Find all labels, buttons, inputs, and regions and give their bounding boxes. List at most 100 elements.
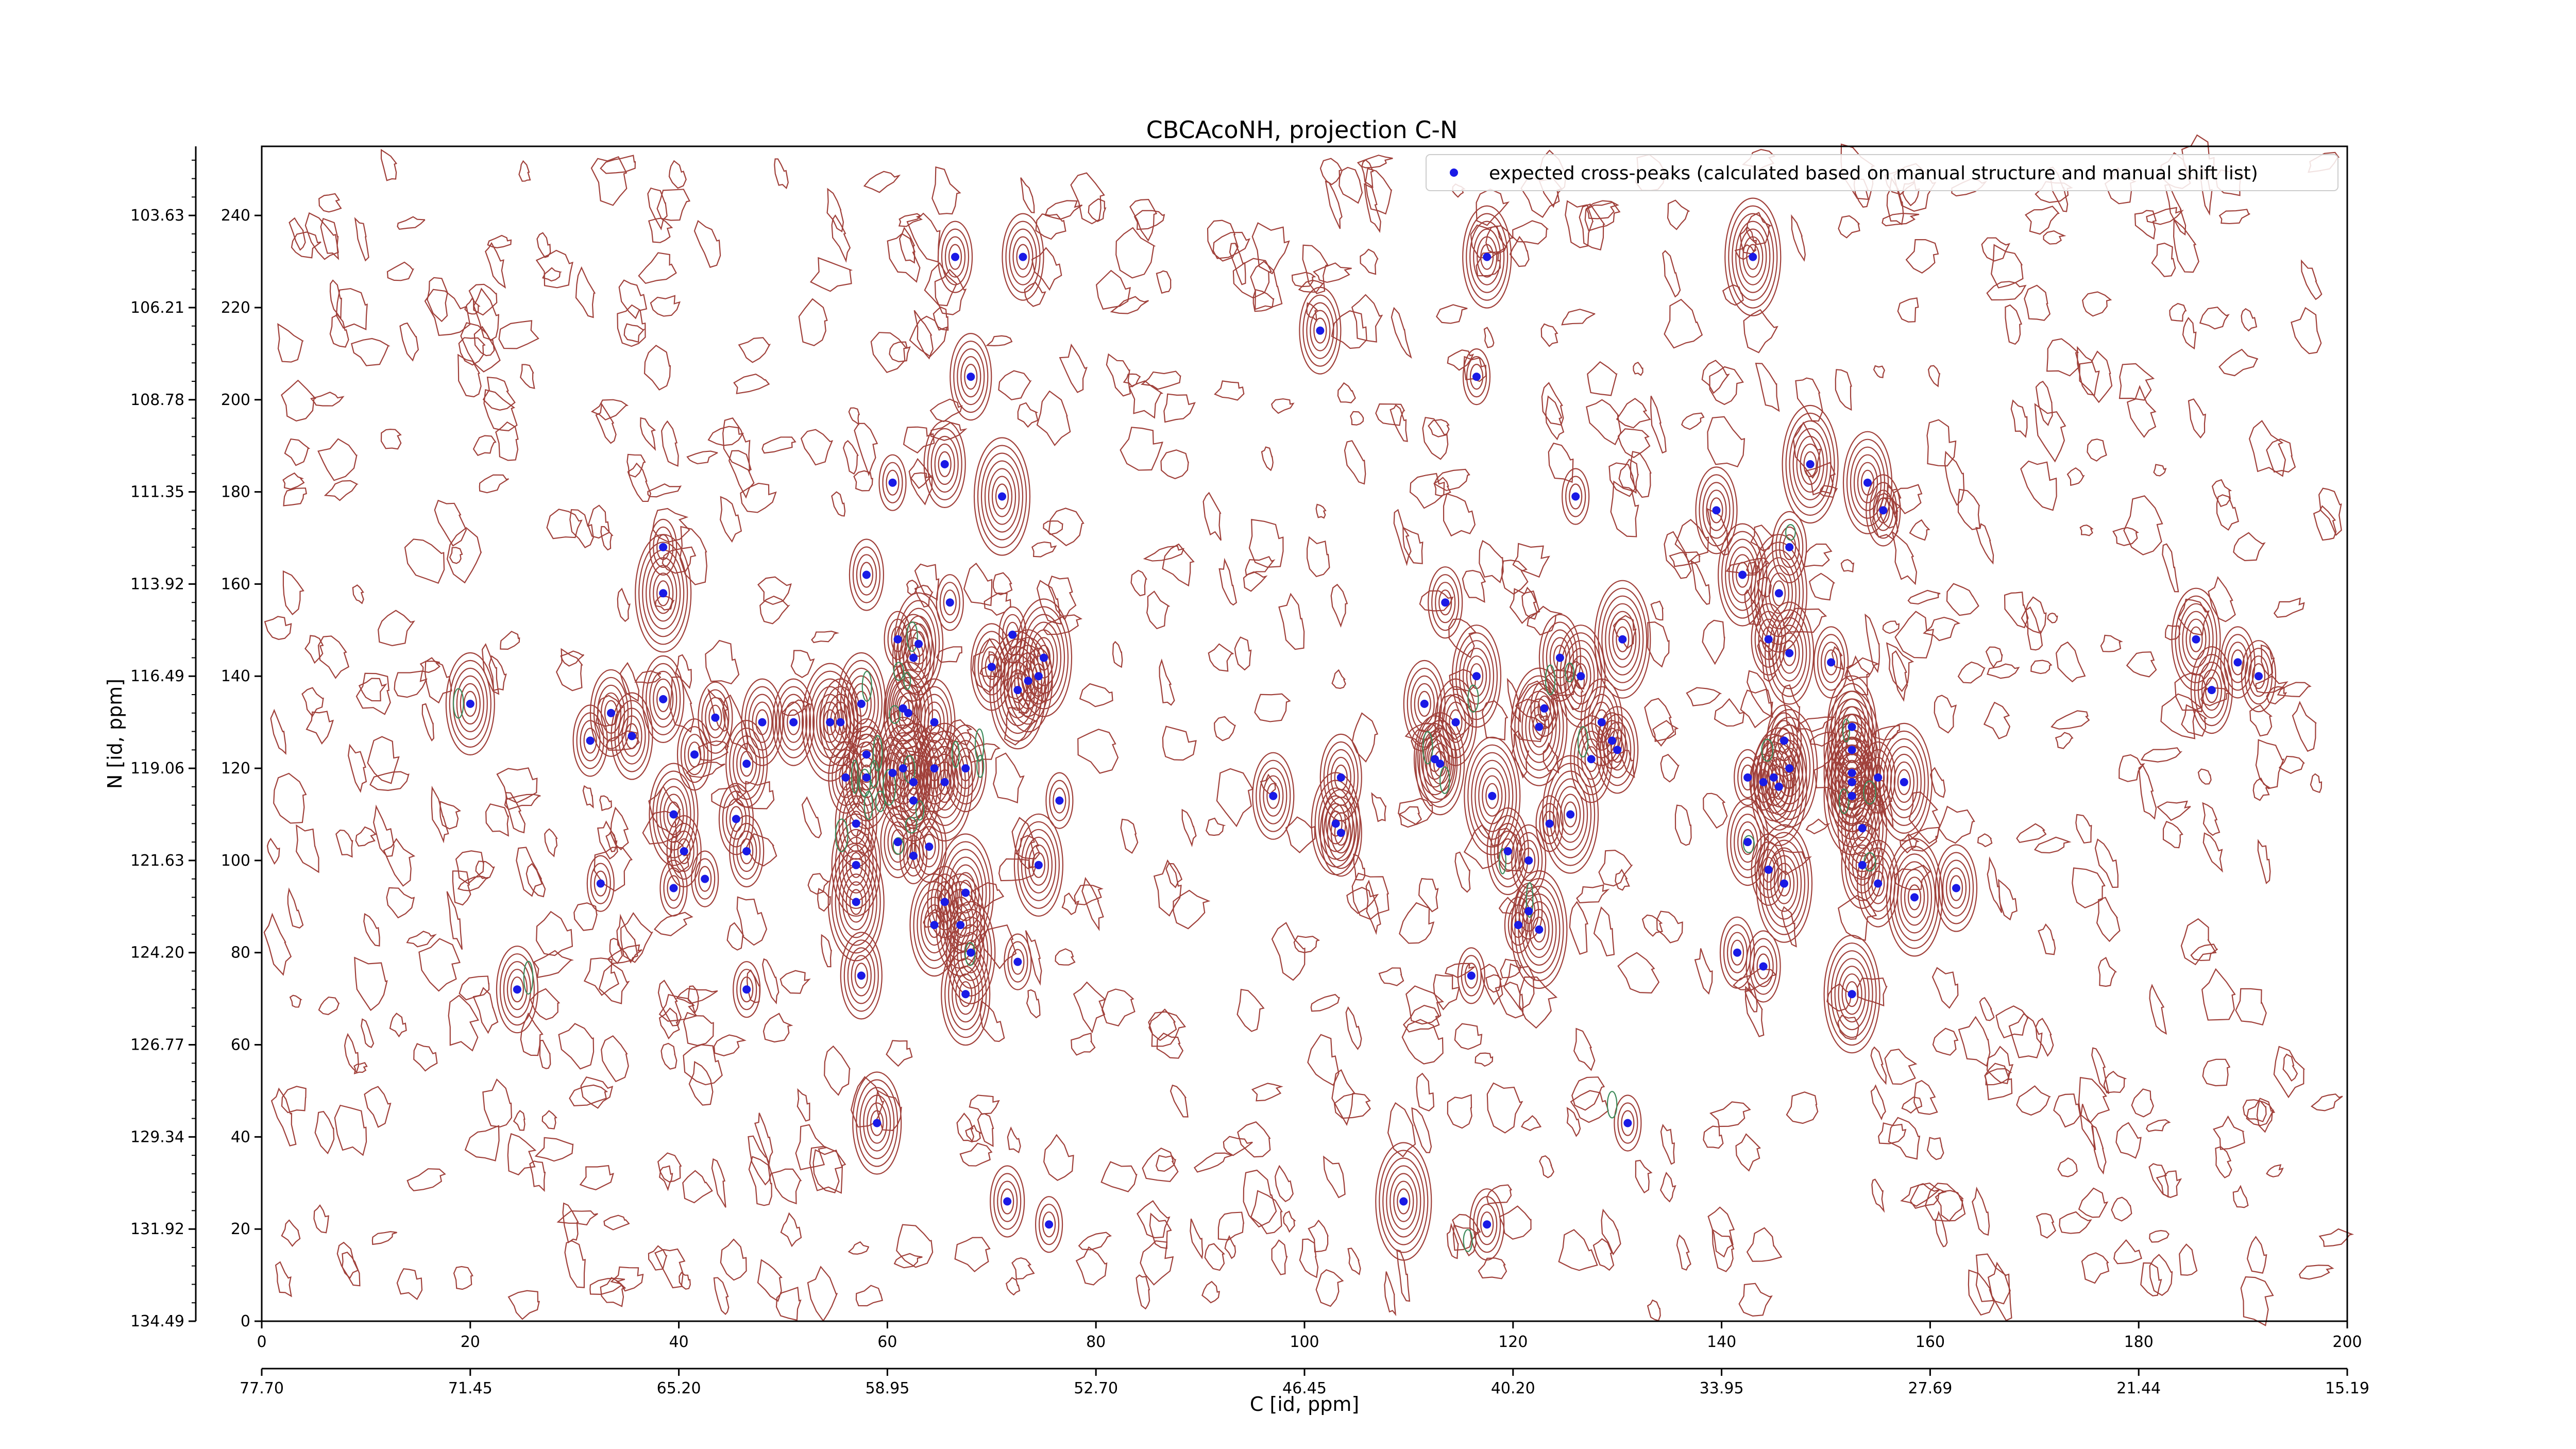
noise-contour	[313, 1204, 329, 1234]
peak-contour	[456, 675, 484, 733]
noise-contour	[1944, 450, 1965, 506]
noise-contour	[1120, 427, 1163, 471]
peak-contour	[652, 770, 695, 858]
cross-peak-marker	[2207, 686, 2216, 695]
cross-peak-marker	[1774, 782, 1783, 791]
y-tick-label: 220	[221, 299, 250, 317]
noise-contour	[2156, 800, 2191, 821]
cross-peak-marker	[1785, 543, 1794, 551]
noise-contour	[1229, 243, 1246, 285]
peak-contour	[1723, 924, 1752, 981]
noise-contour	[1204, 1243, 1226, 1271]
cross-peak-marker	[951, 252, 959, 261]
noise-contour	[406, 1168, 446, 1191]
noise-contour	[364, 1086, 392, 1128]
cross-peak-marker	[961, 764, 970, 773]
peak-contour	[856, 1079, 899, 1167]
noise-contour	[809, 257, 853, 292]
peak-contour	[1438, 686, 1473, 759]
noise-contour	[623, 323, 646, 343]
noise-contour	[536, 232, 551, 258]
cross-peak-marker	[1848, 722, 1856, 731]
noise-contour	[1165, 863, 1183, 888]
peak-contour	[1009, 228, 1037, 285]
noise-contour	[1074, 884, 1104, 905]
peak-contour	[1480, 1211, 1494, 1238]
cross-peak-marker	[701, 874, 709, 883]
cross-peak-marker	[1535, 722, 1544, 731]
cross-peak-marker	[1848, 791, 1856, 800]
noise-contour	[2134, 210, 2157, 240]
peak-contour	[1042, 1211, 1056, 1238]
noise-contour	[831, 214, 851, 263]
peak-contour	[1386, 1165, 1421, 1238]
noise-contour	[1446, 1222, 1459, 1259]
peak-contour	[1014, 652, 1042, 710]
peak-contour	[2205, 677, 2218, 703]
y-tick-label: 200	[221, 391, 250, 409]
peak-contour	[1549, 770, 1592, 858]
noise-contour	[2016, 823, 2047, 844]
peak-contour	[1449, 709, 1463, 735]
noise-contour	[310, 392, 345, 407]
peak-contour	[1883, 738, 1925, 827]
negative-contour	[1761, 738, 1774, 762]
noise-contour	[1664, 298, 1703, 349]
negative-contour	[915, 800, 925, 821]
peak-contour	[980, 452, 1024, 541]
noise-contour	[1462, 570, 1486, 603]
cross-peak-marker	[1879, 506, 1888, 515]
cross-peak-marker	[967, 373, 975, 381]
noise-contour	[1667, 199, 1690, 230]
cross-peak-marker	[1952, 884, 1960, 892]
peak-contour	[656, 778, 691, 851]
cross-peak-marker	[857, 699, 866, 708]
noise-contour	[483, 389, 518, 432]
noise-contour	[1565, 200, 1594, 248]
negative-contour	[1526, 882, 1534, 918]
peak-contour	[463, 690, 477, 717]
noise-contour	[605, 830, 618, 852]
cross-peak-marker	[1566, 810, 1575, 819]
y-tick-label: 20	[231, 1220, 250, 1238]
noise-contour	[1844, 657, 1880, 682]
noise-contour	[1454, 851, 1471, 893]
peak-contour	[1560, 794, 1581, 835]
noise-contour	[2035, 380, 2053, 426]
noise-contour	[1539, 1155, 1554, 1178]
noise-contour	[1601, 1208, 1621, 1256]
peak-contour	[2197, 661, 2226, 719]
noise-contour	[533, 950, 574, 979]
y-ppm-tick-label: 134.49	[130, 1312, 184, 1330]
noise-contour	[1703, 1125, 1724, 1149]
peak-contour	[920, 896, 948, 954]
peak-contour	[1782, 405, 1839, 524]
noise-contour	[1410, 473, 1445, 509]
cross-peak-marker	[940, 898, 949, 906]
noise-contour	[1873, 365, 1885, 378]
noise-contour	[1365, 167, 1393, 215]
x-ppm-tick-label: 15.19	[2325, 1379, 2369, 1397]
noise-contour	[2156, 1170, 2182, 1198]
peak-contour	[1824, 649, 1838, 676]
noise-contour	[2233, 532, 2266, 561]
peak-contour	[1553, 778, 1588, 851]
peak-contour	[1473, 1196, 1501, 1253]
cross-peak-marker	[961, 888, 970, 897]
peak-contour	[1464, 736, 1521, 855]
noise-contour	[1351, 294, 1383, 343]
noise-contour	[1254, 693, 1291, 722]
negative-contour	[861, 670, 872, 702]
noise-contour	[304, 212, 339, 260]
noise-contour	[775, 1287, 802, 1321]
noise-contour	[287, 887, 304, 929]
y-tick-label: 100	[221, 852, 250, 870]
noise-contour	[555, 648, 583, 692]
peak-contour	[2227, 642, 2248, 683]
noise-contour	[536, 911, 573, 956]
noise-contour	[986, 335, 1013, 346]
y-ppm-tick-label: 126.77	[130, 1036, 184, 1054]
noise-contour	[740, 482, 777, 513]
peak-contour	[733, 822, 761, 880]
noise-contour	[1260, 773, 1277, 795]
